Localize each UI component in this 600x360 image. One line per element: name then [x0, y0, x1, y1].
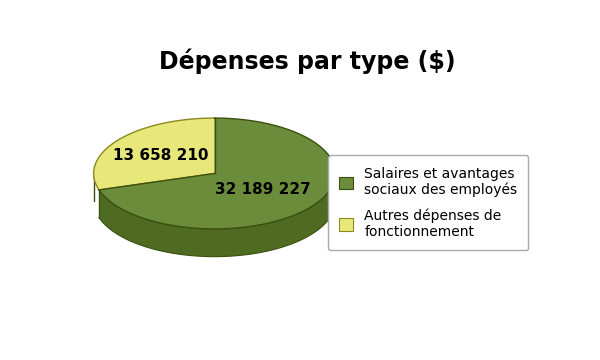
- Text: 13 658 210: 13 658 210: [113, 148, 209, 163]
- Polygon shape: [94, 118, 215, 190]
- Polygon shape: [99, 118, 335, 229]
- Polygon shape: [99, 174, 335, 257]
- Text: 32 189 227: 32 189 227: [215, 183, 311, 197]
- Legend: Salaires et avantages
sociaux des employés, Autres dépenses de
fonctionnement: Salaires et avantages sociaux des employ…: [328, 156, 529, 250]
- Text: Dépenses par type ($): Dépenses par type ($): [159, 49, 456, 74]
